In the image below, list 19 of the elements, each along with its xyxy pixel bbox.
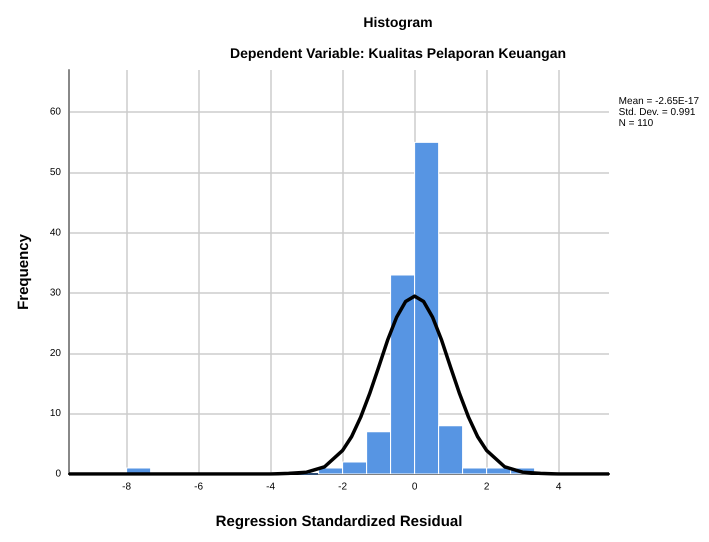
x-tick-label: 2: [484, 482, 490, 492]
y-tick-label: 10: [50, 408, 62, 420]
y-tick-label: 20: [50, 348, 62, 359]
chart-title: Histogram: [363, 14, 433, 30]
y-tick-label: 40: [50, 227, 62, 238]
x-axis-title: Regression Standardized Residual: [216, 513, 462, 530]
y-tick-label: 50: [50, 167, 62, 178]
y-axis-title: Frequency: [15, 233, 32, 310]
y-tick-label: 30: [50, 288, 62, 299]
chart-subtitle: Dependent Variable: Kualitas Pelaporan Keuangan: [230, 45, 566, 61]
x-tick-label: -6: [194, 482, 204, 492]
y-tick-label: 0: [55, 468, 62, 480]
x-tick-label: 0: [412, 482, 418, 492]
x-tick-label: -4: [266, 482, 276, 492]
x-tick-label: 4: [556, 482, 562, 492]
x-tick-label: -2: [338, 482, 348, 492]
x-tick-label: -8: [122, 482, 132, 492]
text: Mean = -2.65E-17 Std. Dev. = 0.991 N = 110: [618, 96, 700, 129]
y-tick-label: 60: [50, 106, 62, 118]
